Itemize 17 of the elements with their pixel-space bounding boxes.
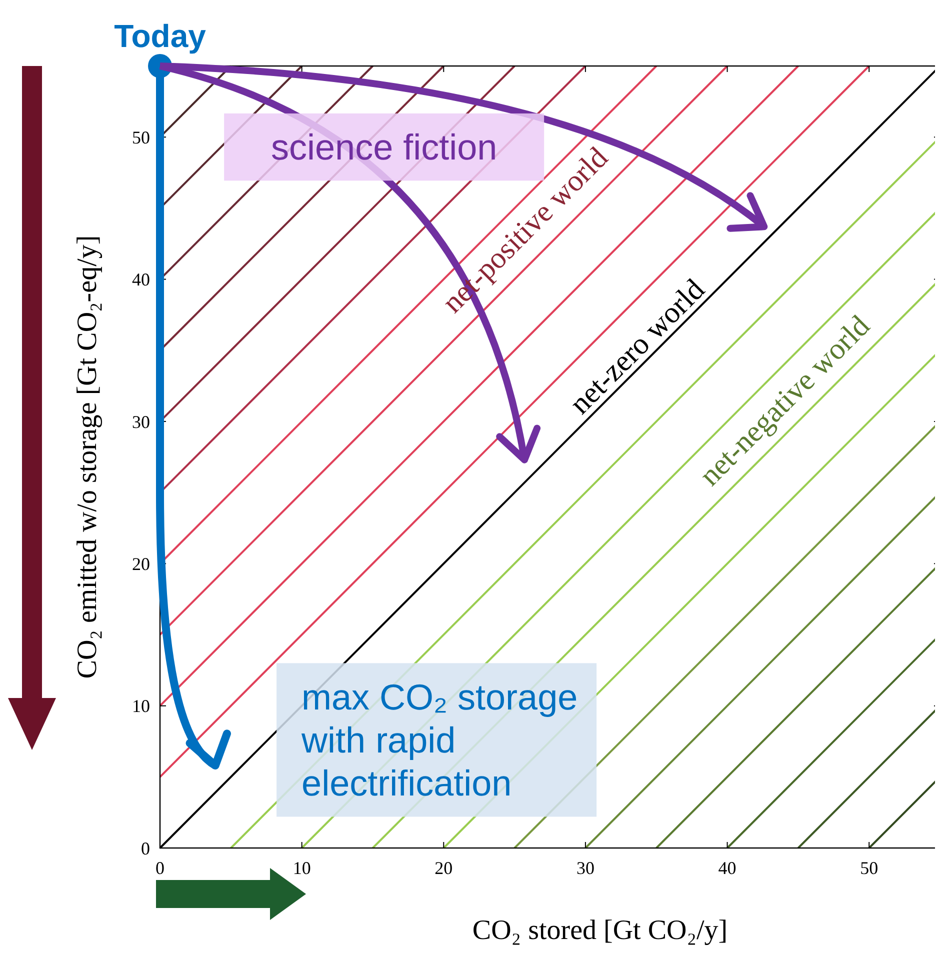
y-tick-label: 40 [132, 270, 150, 290]
x-tick-label: 10 [292, 858, 311, 878]
y-tick-label: 30 [132, 412, 150, 432]
annotation: max CO₂ storage with rapid electrification [300, 676, 578, 804]
x-tick-label: 30 [576, 858, 594, 878]
x-tick-label: 50 [860, 858, 878, 878]
x-tick-label: 20 [434, 858, 453, 878]
y-tick-label: 50 [132, 127, 150, 148]
y-tick-label: 10 [132, 696, 150, 716]
x-tick-label: 0 [156, 858, 164, 878]
y-tick-label: 20 [132, 554, 150, 574]
x-axis-title: CO₂ stored [Gt CO₂/y] [472, 915, 728, 946]
y-axis-title: CO₂ emitted w/o storage [Gt CO₂-eq/y] [72, 235, 103, 679]
text: Today [114, 18, 206, 54]
x-tick-label: 40 [718, 858, 736, 878]
annotation: science fiction [271, 126, 498, 168]
y-tick-label: 0 [141, 838, 150, 858]
